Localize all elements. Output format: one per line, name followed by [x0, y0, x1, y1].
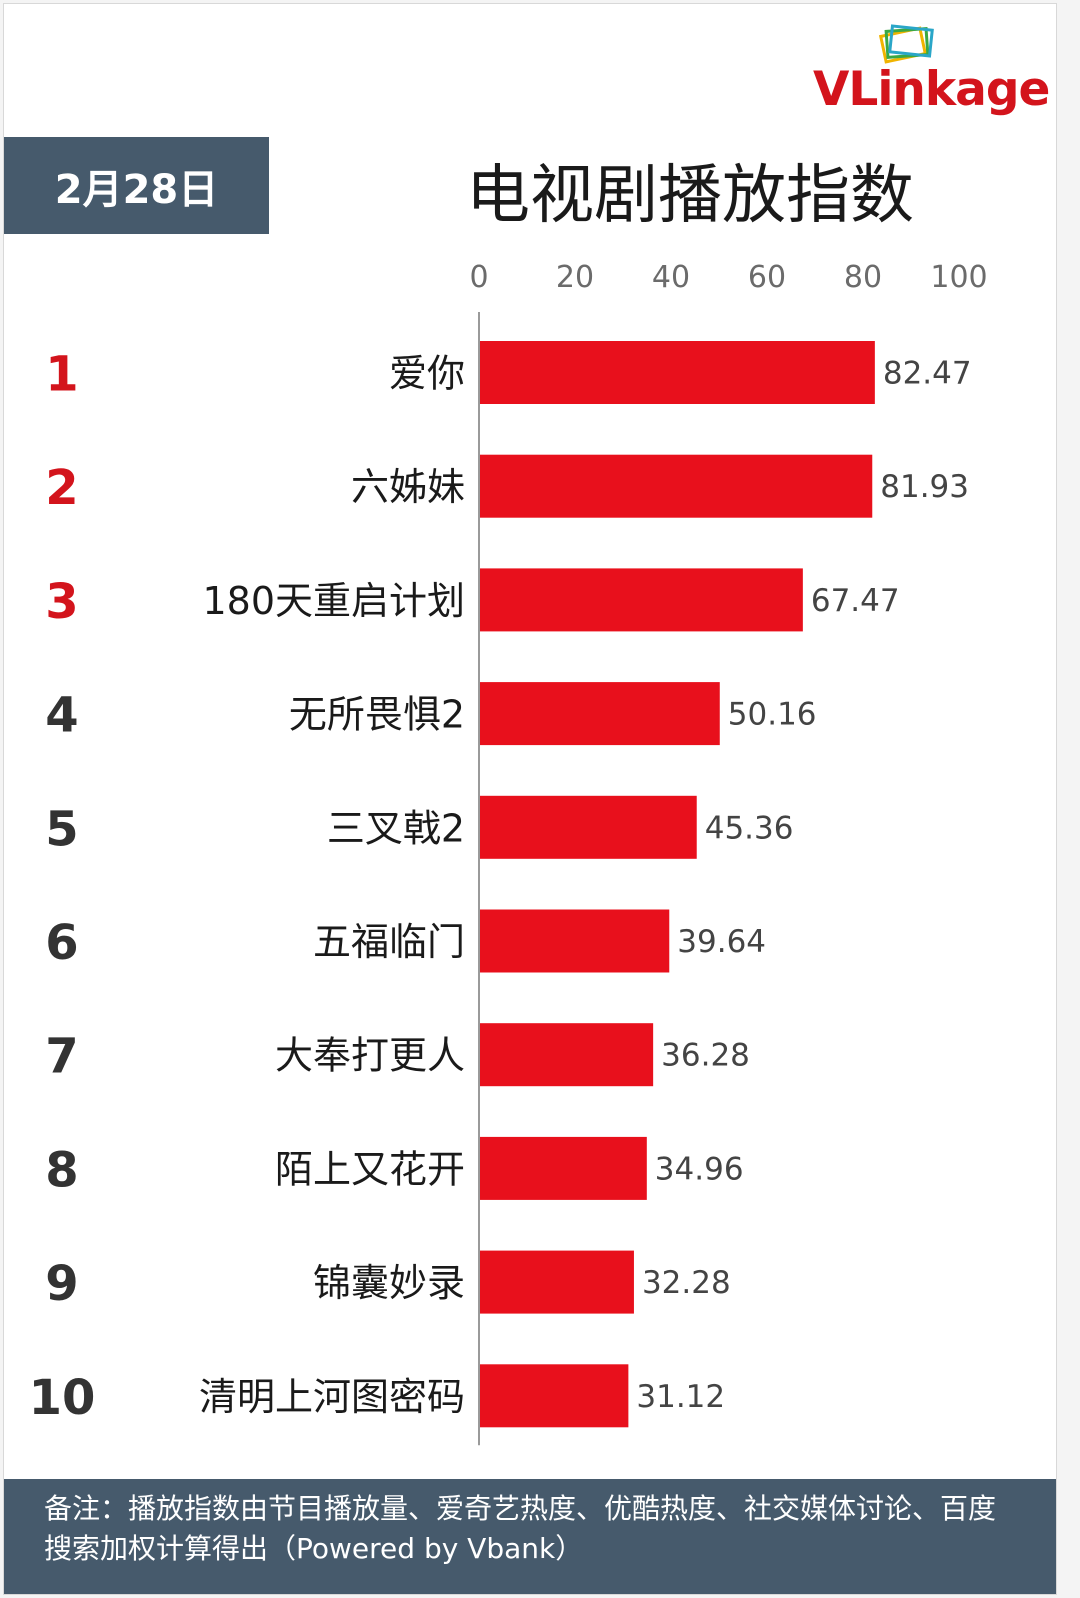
value-label: 82.47 [883, 356, 972, 392]
rank-label: 5 [45, 801, 78, 857]
category-label: 180天重启计划 [202, 579, 465, 623]
category-label: 六姊妹 [351, 465, 465, 509]
bar [480, 795, 697, 859]
rank-label: 8 [45, 1142, 78, 1198]
vlinkage-logo: VLinkage [809, 24, 1056, 124]
logo-text-part1: VLink [813, 62, 956, 117]
bar [480, 909, 670, 973]
bar [480, 1023, 654, 1087]
x-tick-label: 100 [930, 260, 987, 295]
value-label: 31.12 [636, 1379, 725, 1415]
category-label: 大奉打更人 [275, 1034, 465, 1078]
value-label: 32.28 [642, 1265, 731, 1301]
x-tick-label: 20 [556, 260, 594, 295]
rank-label: 3 [45, 574, 78, 630]
category-label: 爱你 [389, 352, 465, 396]
value-label: 45.36 [705, 810, 794, 846]
date-label: 2月28日 [4, 137, 269, 234]
rank-label: 10 [29, 1370, 96, 1426]
category-label: 无所畏惧2 [289, 693, 465, 737]
footer-note: 备注：播放指数由节目播放量、爱奇艺热度、优酷热度、社交媒体讨论、百度搜索加权计算… [4, 1479, 1056, 1594]
rank-label: 1 [45, 347, 78, 403]
chart-card: VLinkage 2月28日 电视剧播放指数 0 20 40 60 80 100 1 爱你 82… [3, 3, 1057, 1595]
category-label: 三叉戟2 [327, 806, 465, 850]
bar [480, 454, 873, 518]
value-label: 67.47 [811, 583, 900, 619]
category-label: 陌上又花开 [275, 1147, 465, 1191]
chart-title: 电视剧播放指数 [466, 159, 914, 233]
bar [480, 1136, 647, 1200]
x-tick-label: 80 [844, 260, 882, 295]
bar [480, 341, 875, 404]
value-label: 81.93 [880, 469, 969, 505]
bar [480, 1364, 629, 1428]
category-label: 锦囊妙录 [313, 1261, 465, 1305]
value-label: 34.96 [655, 1151, 744, 1187]
rank-label: 7 [45, 1029, 78, 1085]
x-tick-label: 60 [748, 260, 786, 295]
logo-cards-icon [878, 24, 934, 64]
rank-label: 6 [45, 915, 78, 971]
value-label: 36.28 [661, 1038, 750, 1074]
rank-label: 9 [45, 1256, 78, 1312]
category-label: 五福临门 [313, 920, 465, 964]
category-label: 清明上河图密码 [199, 1375, 465, 1419]
rank-label: 4 [45, 688, 78, 744]
bar [480, 682, 720, 746]
logo-text-part2: age [955, 62, 1050, 117]
bar [480, 568, 803, 632]
x-tick-label: 0 [469, 260, 488, 295]
rank-label: 2 [45, 460, 78, 516]
x-tick-label: 40 [652, 260, 690, 295]
value-label: 50.16 [728, 697, 817, 733]
value-label: 39.64 [677, 924, 766, 960]
bar [480, 1250, 634, 1314]
logo-text: VLinkage [813, 62, 1050, 117]
